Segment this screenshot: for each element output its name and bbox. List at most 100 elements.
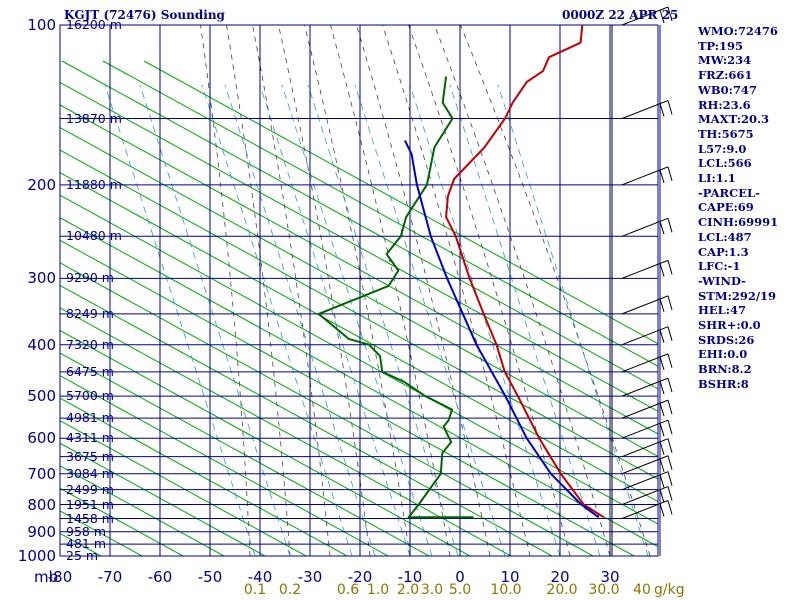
height-label: 4311 m (66, 430, 114, 446)
index-item: MW:234 (698, 53, 752, 68)
wind-barb-flag (659, 263, 665, 277)
dry-adiabat-lines (60, 60, 658, 556)
stability-indices-list: WMO:72476 TP:195 MW:234 FRZ:661 WB0:747 RH:23… (698, 24, 778, 392)
wind-barb-column (621, 6, 673, 519)
mixing-ratio-line (139, 84, 291, 556)
mixing-ratio-tick-label: 40 (633, 582, 651, 598)
wind-barb-flag (659, 458, 665, 472)
wind-barb-shaft (621, 217, 669, 237)
mixing-ratio-tick-label: 2.0 (396, 582, 420, 598)
wind-barb-flag (667, 500, 673, 515)
temperature-tick-label: -10 (397, 568, 423, 586)
wind-barb-flag (659, 489, 665, 503)
chart-title: KGJT (72476) Sounding (64, 8, 225, 22)
temperature-tick-label: -50 (197, 568, 223, 586)
wind-barb-flag (667, 100, 673, 115)
plot-frame (59, 24, 659, 557)
grid-lines (59, 24, 661, 557)
wind-barb-shaft (621, 471, 669, 491)
temperature-tick-label: -80 (47, 568, 73, 586)
mixing-ratio-tick-label: 20.0 (546, 582, 578, 598)
height-label: 3675 m (66, 448, 114, 464)
wind-barb-flag (667, 353, 673, 368)
index-item: WB0:747 (698, 82, 757, 97)
mixing-ratio-tick-label: 3.0 (420, 582, 444, 598)
index-item: LCL:487 (698, 229, 752, 244)
index-item: LFC:-1 (698, 259, 741, 274)
mixing-ratio-line (201, 84, 353, 556)
mixing-ratio-line (224, 84, 376, 556)
mixing-ratio-tick-label: 1.0 (366, 582, 390, 598)
height-label: 1951 m (66, 496, 114, 512)
temperature-tick-label: 30 (600, 568, 620, 586)
mixing-ratio-tick-label: 10.0 (490, 582, 522, 598)
wind-barb-flag (659, 402, 665, 417)
height-label: 9290 m (66, 270, 114, 286)
wind-barb-flag (667, 166, 673, 181)
wind-barb-flag (659, 356, 665, 371)
temperature-trace (445, 25, 605, 519)
height-label: 13870 m (66, 110, 122, 126)
pressure-tick-label: 300 (27, 269, 56, 288)
index-item: CAPE:69 (698, 200, 754, 215)
pressure-tick-label: 400 (27, 335, 56, 354)
dry-adiabat-line (60, 126, 658, 458)
moist-adiabat-line (304, 25, 411, 556)
mixing-ratio-line (281, 84, 433, 556)
mixing-ratio-tick-label: 0.6 (336, 582, 360, 598)
wind-barb-flag (659, 221, 665, 235)
mixing-ratio-tick-label: 0.1 (243, 582, 267, 598)
wind-barb-flag (667, 420, 673, 435)
wind-barb-shaft (621, 259, 669, 279)
wind-barb-shaft (621, 295, 669, 315)
index-item: RH:23.6 (698, 97, 751, 112)
dry-adiabat-line (143, 60, 658, 345)
temperature-tick-label: 0 (455, 568, 465, 586)
mixing-ratio-line (449, 84, 601, 556)
mixing-ratio-line (497, 84, 649, 556)
height-label: 7320 m (66, 336, 114, 352)
chart-timestamp: 0000Z 22 APR 25 (562, 8, 679, 22)
wind-barb-flag (667, 455, 673, 470)
index-item: FRZ:661 (698, 68, 753, 83)
mixing-ratio-line (409, 84, 561, 556)
index-item: BRN:8.2 (698, 362, 752, 377)
mixing-ratio-line (259, 84, 411, 556)
wind-barb-flag (659, 169, 665, 183)
temperature-tick-label: -60 (147, 568, 173, 586)
pressure-tick-label: 600 (27, 429, 56, 448)
moist-adiabat-line (226, 25, 291, 556)
wind-barb-flag (659, 329, 665, 343)
mixing-ratio-line (354, 84, 506, 556)
wind-barb-flag (667, 399, 673, 415)
dry-adiabat-line (61, 60, 658, 390)
pressure-tick-label: 100 (27, 16, 56, 34)
wind-barb-flag (659, 298, 665, 313)
index-item: TP:195 (698, 38, 744, 53)
moist-adiabat-line (356, 25, 491, 556)
height-label: 1458 m (66, 510, 114, 526)
wind-barb-shaft (621, 500, 669, 519)
temperature-tick-label: -70 (97, 568, 123, 586)
wind-barb-flag (667, 295, 673, 311)
wind-barb-shaft (621, 455, 669, 475)
height-label: 10480 m (66, 228, 122, 244)
index-item: -PARCEL- (698, 185, 760, 200)
wind-barb-flag (667, 260, 673, 275)
height-label: 6475 m (66, 363, 114, 379)
index-item: CAP:1.3 (698, 244, 749, 259)
mixing-ratio-line (104, 84, 256, 556)
height-label: 958 m (66, 523, 107, 539)
index-item: -WIND- (698, 273, 746, 288)
pressure-tick-label: 800 (27, 495, 56, 514)
moist-adiabat-line (382, 25, 531, 556)
mixing-ratio-line (307, 84, 459, 556)
index-item: CINH:69991 (698, 215, 779, 230)
height-label: 481 m (66, 536, 107, 552)
index-item: SRDS:26 (698, 332, 755, 347)
mixing-ratio-tick-label: 30.0 (588, 582, 620, 598)
wind-barb-shaft (621, 399, 669, 419)
wind-barb-flag (667, 471, 673, 486)
index-item: LI:1.1 (698, 171, 736, 186)
index-item: SHR+:0.0 (698, 318, 761, 333)
